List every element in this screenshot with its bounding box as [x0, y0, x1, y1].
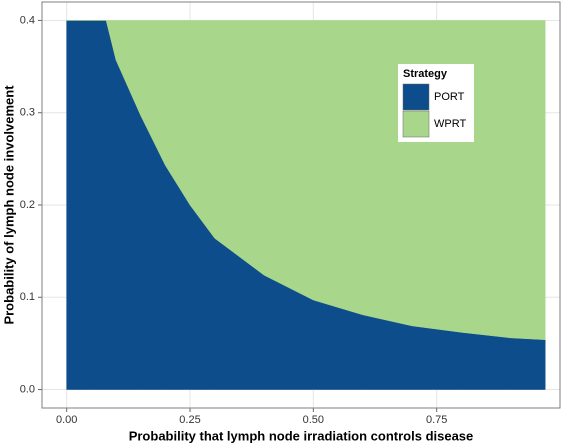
legend-key	[402, 83, 430, 111]
y-tick-label: 0.1	[20, 291, 35, 303]
x-tick-label: 0.25	[179, 414, 200, 426]
legend-label: PORT	[434, 91, 465, 103]
legend-key	[402, 110, 430, 138]
x-tick-label: 0.00	[56, 414, 77, 426]
x-tick-label: 0.50	[303, 414, 324, 426]
y-tick-label: 0.3	[20, 107, 35, 119]
x-tick-label: 0.75	[426, 414, 447, 426]
legend-title: Strategy	[403, 68, 448, 80]
y-tick-label: 0.2	[20, 199, 35, 211]
y-tick-label: 0.4	[20, 14, 35, 26]
plot-border	[41, 1, 561, 409]
x-axis-label: Probability that lymph node irradiation …	[129, 428, 474, 443]
legend-label: WPRT	[434, 118, 466, 130]
y-tick-label: 0.0	[20, 383, 35, 395]
y-axis-label: Probability of lymph node involvement	[1, 85, 16, 325]
